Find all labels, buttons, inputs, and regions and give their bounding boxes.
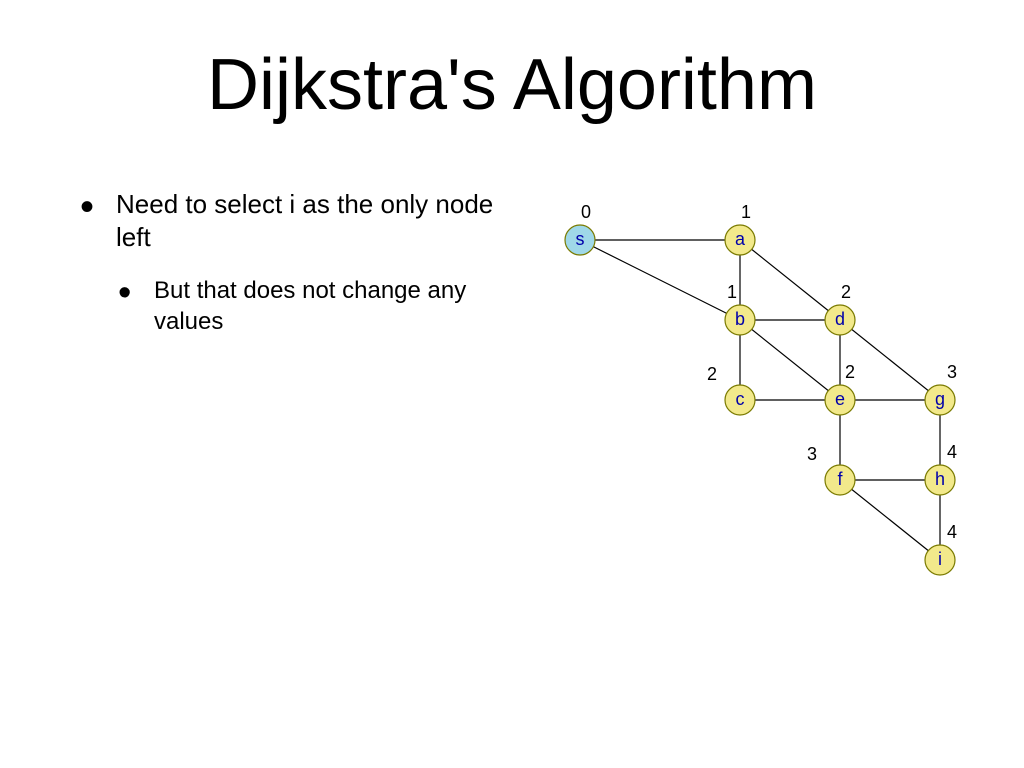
graph-node-distance: 4 (947, 442, 957, 462)
slide: Dijkstra's Algorithm Need to select i as… (0, 0, 1024, 768)
graph-edge (580, 240, 740, 320)
graph-node-label: i (938, 549, 942, 569)
graph-node-label: s (576, 229, 585, 249)
graph-diagram: s0a1b1d2c2e2g3f3h4i4 (540, 180, 980, 600)
graph-node-label: h (935, 469, 945, 489)
graph-svg: s0a1b1d2c2e2g3f3h4i4 (540, 180, 980, 600)
graph-node-distance: 1 (741, 202, 751, 222)
bullet-text: Need to select i as the only node left (116, 189, 493, 252)
graph-node-label: a (735, 229, 746, 249)
graph-node-label: c (736, 389, 745, 409)
bullet-list: Need to select i as the only node left B… (80, 188, 500, 337)
graph-node-distance: 3 (807, 444, 817, 464)
bullet-text: But that does not change any values (154, 277, 466, 335)
graph-edge (840, 320, 940, 400)
graph-node-label: e (835, 389, 845, 409)
graph-node-distance: 1 (727, 282, 737, 302)
bullet-level2: But that does not change any values (118, 275, 500, 337)
graph-edge (740, 320, 840, 400)
graph-node-distance: 2 (845, 362, 855, 382)
graph-node-distance: 0 (581, 202, 591, 222)
graph-edge (740, 240, 840, 320)
graph-node-distance: 2 (841, 282, 851, 302)
graph-node-label: d (835, 309, 845, 329)
graph-node-distance: 2 (707, 364, 717, 384)
graph-edge (840, 480, 940, 560)
bullet-level1: Need to select i as the only node left B… (80, 188, 500, 337)
graph-node-distance: 4 (947, 522, 957, 542)
graph-node-label: g (935, 389, 945, 409)
graph-node-label: b (735, 309, 745, 329)
graph-node-distance: 3 (947, 362, 957, 382)
page-title: Dijkstra's Algorithm (0, 44, 1024, 126)
